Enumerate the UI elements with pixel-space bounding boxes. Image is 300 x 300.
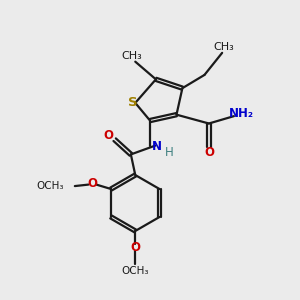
Text: OCH₃: OCH₃ bbox=[36, 181, 64, 191]
Text: S: S bbox=[128, 96, 138, 110]
Text: OCH₃: OCH₃ bbox=[122, 266, 149, 276]
Text: CH₃: CH₃ bbox=[122, 51, 142, 61]
Text: O: O bbox=[204, 146, 214, 159]
Text: N: N bbox=[152, 140, 162, 153]
Text: NH₂: NH₂ bbox=[229, 107, 254, 120]
Text: O: O bbox=[104, 129, 114, 142]
Text: O: O bbox=[130, 241, 140, 254]
Text: O: O bbox=[87, 177, 97, 190]
Text: CH₃: CH₃ bbox=[213, 42, 234, 52]
Text: H: H bbox=[165, 146, 173, 159]
